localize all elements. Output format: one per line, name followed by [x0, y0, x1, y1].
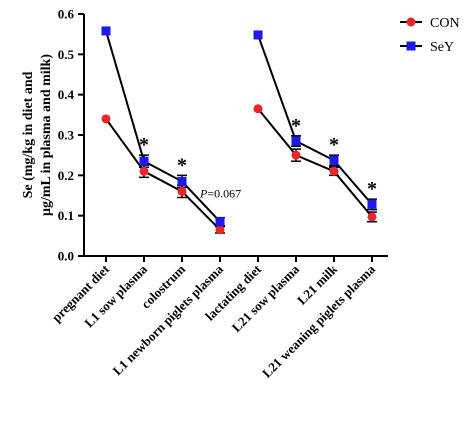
series-markers — [101, 26, 377, 235]
data-point-CON — [177, 186, 187, 196]
legend: CON SeY — [400, 16, 460, 55]
series-line-SeY — [105, 30, 221, 223]
y-ticks: 0.0 0.1 0.2 0.3 0.4 0.5 0.6 — [58, 7, 84, 264]
data-point-SeY — [215, 217, 225, 227]
significance-star: * — [291, 115, 301, 137]
error-bars — [139, 135, 377, 234]
y-tick-label: 0.0 — [58, 249, 74, 264]
data-point-SeY — [291, 136, 301, 146]
data-point-CON — [101, 114, 111, 124]
data-point-SeY — [101, 26, 111, 36]
series-line-CON — [105, 118, 221, 231]
significance-star: * — [139, 134, 149, 156]
y-tick-label: 0.3 — [58, 128, 75, 143]
y-tick-label: 0.4 — [58, 87, 75, 102]
data-point-CON — [329, 166, 339, 176]
p-value-annotation: P=0.067 — [199, 187, 241, 201]
y-tick-label: 0.6 — [58, 7, 75, 22]
data-point-CON — [253, 104, 263, 114]
data-point-CON — [291, 150, 301, 160]
y-tick-label: 0.5 — [58, 47, 75, 62]
y-axis-label-line2: μg/mL in plasma and milk) — [39, 54, 54, 216]
legend-marker — [406, 17, 416, 27]
series-lines — [105, 30, 373, 231]
series-line-SeY — [257, 34, 373, 206]
data-point-SeY — [329, 155, 339, 165]
significance-star: * — [329, 134, 339, 156]
significance-star: * — [177, 154, 187, 176]
y-axis-label-line1: Se (mg/kg in diet and — [21, 71, 36, 198]
legend-marker — [406, 41, 416, 51]
y-axis-label: Se (mg/kg in diet and μg/mL in plasma an… — [21, 54, 54, 216]
data-point-SeY — [253, 30, 263, 40]
data-point-CON — [139, 166, 149, 176]
axes — [83, 14, 388, 257]
legend-label: CON — [430, 16, 460, 31]
y-tick-label: 0.1 — [58, 208, 74, 223]
data-point-CON — [367, 212, 377, 222]
legend-label: SeY — [430, 40, 454, 55]
data-point-SeY — [177, 176, 187, 186]
data-point-SeY — [367, 199, 377, 209]
y-tick-label: 0.2 — [58, 168, 74, 183]
annotations: * * * * * P=0.067 — [139, 115, 377, 201]
data-point-SeY — [139, 156, 149, 166]
significance-star: * — [367, 178, 377, 200]
data-point-CON — [215, 225, 225, 235]
series-line-CON — [257, 108, 373, 218]
x-category-label: L21 sow plasma — [229, 261, 303, 335]
